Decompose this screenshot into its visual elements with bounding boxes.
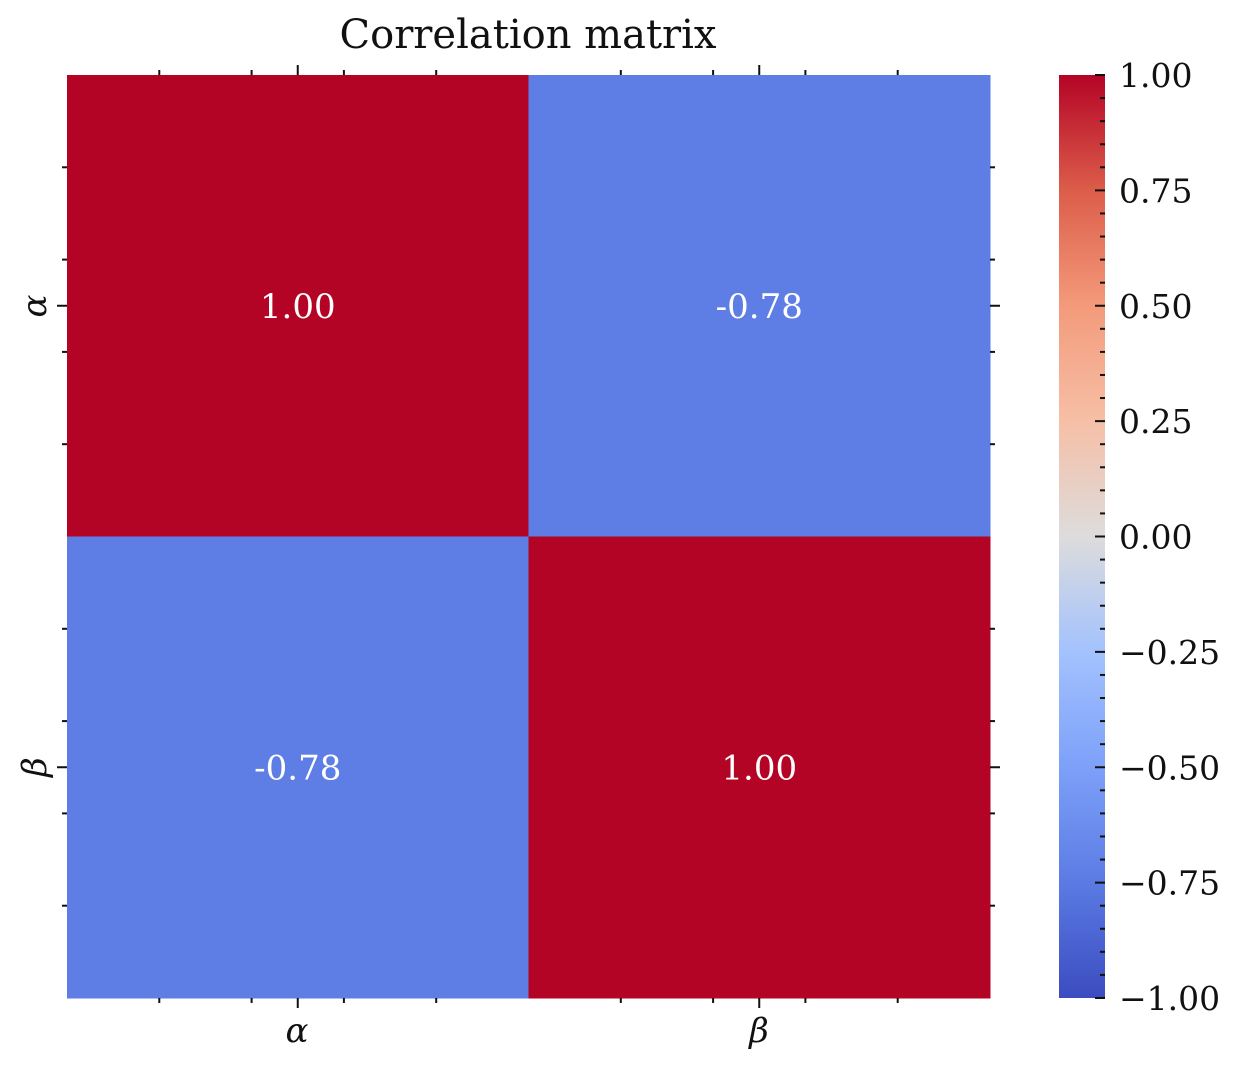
x-tick-label-alpha: α xyxy=(286,1011,309,1051)
heatmap-tick-marks xyxy=(57,65,1000,1008)
heatmap-cell-label-r1-c1: 1.00 xyxy=(721,748,797,788)
colorbar-tick-label: 0.50 xyxy=(1119,287,1192,326)
colorbar-tick-label: 1.00 xyxy=(1119,56,1192,95)
heatmap-cell-label-r0-c1: -0.78 xyxy=(716,287,803,327)
colorbar-ticks: 1.00 0.75 0.50 0.25 0.00 −0.25 −0.50 −0.75 −1.00 xyxy=(1095,56,1220,1018)
heatmap-cell-labels: 1.00 -0.78 -0.78 1.00 xyxy=(254,287,803,789)
heatmap-cell-label-r0-c0: 1.00 xyxy=(260,287,336,327)
colorbar-tick-label: −0.50 xyxy=(1119,748,1220,787)
colorbar-tick-label: −1.00 xyxy=(1119,979,1220,1018)
x-tick-label-beta: β xyxy=(747,1011,769,1051)
heatmap-cell-r0-c1 xyxy=(528,75,991,537)
heatmap-cell-label-r1-c0: -0.78 xyxy=(254,748,341,788)
heatmap-cell-r0-c0 xyxy=(67,75,529,537)
chart-title: Correlation matrix xyxy=(340,12,717,58)
y-tick-label-beta: β xyxy=(15,757,55,779)
heatmap-cells xyxy=(67,75,991,999)
colorbar-tick-label: −0.25 xyxy=(1119,633,1220,672)
colorbar-tick-label: 0.25 xyxy=(1119,402,1192,441)
heatmap-cell-r1-c0 xyxy=(67,536,529,999)
colorbar-tick-label: −0.75 xyxy=(1119,864,1220,903)
colorbar-tick-label: 0.00 xyxy=(1119,518,1192,557)
colorbar-tick-label: 0.75 xyxy=(1119,171,1192,210)
y-tick-label-alpha: α xyxy=(15,294,55,317)
heatmap-cell-r1-c1 xyxy=(528,536,991,999)
